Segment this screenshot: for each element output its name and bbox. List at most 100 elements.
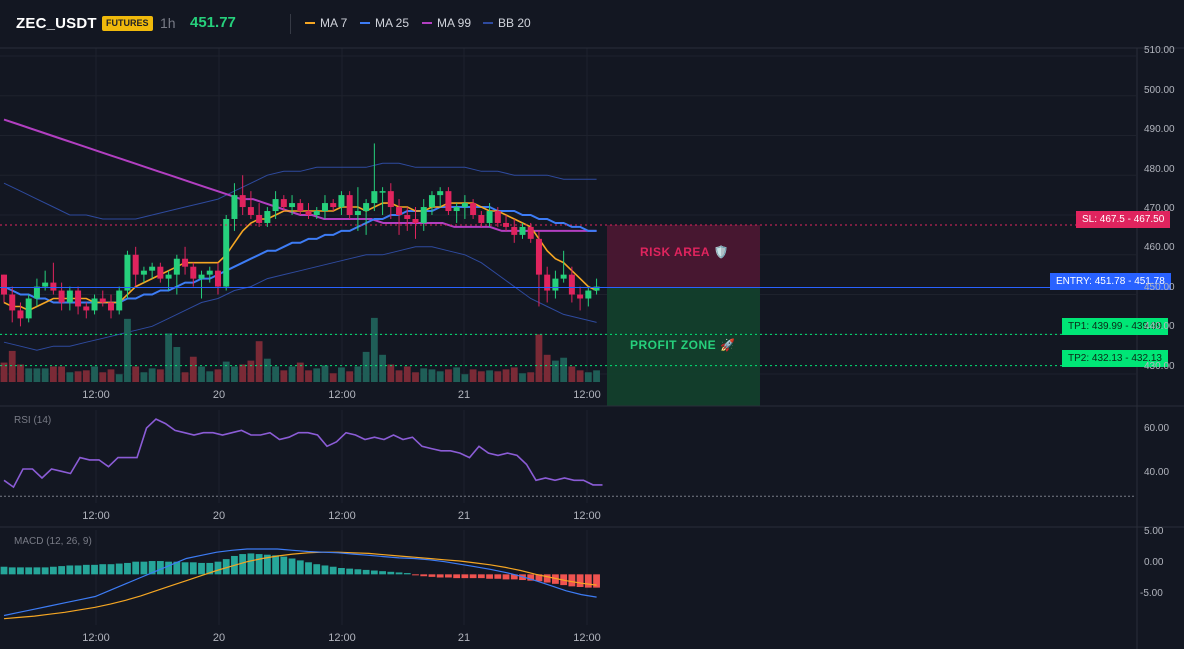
macd-hist-bar — [296, 560, 304, 575]
candle-body — [1, 274, 7, 295]
volume-bar — [181, 372, 189, 382]
candle-body — [124, 254, 131, 291]
volume-bar — [263, 358, 271, 382]
macd-hist-bar — [49, 566, 57, 575]
macd-hist-bar — [0, 566, 8, 575]
macd-hist-bar — [370, 570, 378, 575]
macd-tick: 5.00 — [1144, 526, 1164, 537]
macd-hist-bar — [412, 574, 419, 576]
macd-hist-bar — [82, 564, 90, 575]
volume-bar — [239, 364, 247, 382]
price-tick: 490.00 — [1144, 124, 1175, 135]
volume-bars — [0, 317, 600, 382]
candle-body — [264, 211, 271, 223]
volume-bar — [156, 369, 164, 382]
candle-body — [214, 270, 221, 287]
time-label: 12:00 — [82, 389, 110, 401]
volume-bar — [568, 366, 576, 382]
tp2-tag[interactable]: TP2: 432.13 - 432.13 — [1062, 350, 1168, 367]
volume-bar — [99, 372, 107, 382]
volume-bar — [247, 360, 255, 382]
macd-hist-bar — [255, 554, 263, 575]
legend-ma99-label: MA 99 — [437, 16, 472, 30]
legend-ma99[interactable]: MA 99 — [422, 16, 471, 30]
macd-hist-bar — [272, 555, 279, 575]
volume-bar — [255, 341, 263, 382]
macd-hist-bar — [502, 574, 510, 580]
volume-bar — [436, 371, 444, 382]
candle-body — [412, 218, 419, 223]
volume-bar — [231, 366, 238, 382]
candle-body — [182, 258, 189, 267]
candle-body — [321, 203, 328, 212]
candle-body — [535, 238, 542, 275]
candle-body — [478, 215, 485, 223]
tp1-tag[interactable]: TP1: 439.99 - 439.99 — [1062, 318, 1168, 335]
candle-body — [404, 215, 411, 219]
candle-body — [437, 191, 444, 196]
candle-body — [190, 266, 197, 279]
macd-hist-bar — [461, 574, 469, 579]
volume-bar — [510, 367, 518, 382]
legend-ma7[interactable]: MA 7 — [305, 16, 347, 30]
volume-bar — [379, 354, 386, 382]
volume-bar — [8, 350, 16, 382]
macd-hist-bar — [568, 574, 576, 587]
volume-bar — [140, 372, 148, 382]
macd-hist-bar — [181, 562, 189, 575]
candle-body — [486, 211, 493, 223]
candle-body — [42, 282, 49, 287]
panel-frame — [0, 47, 1184, 649]
candle-body — [363, 203, 370, 212]
legend-ma25[interactable]: MA 25 — [360, 16, 409, 30]
macd-hist-bar — [156, 561, 164, 575]
last-price: 451.77 — [190, 14, 236, 31]
price-tick: 450.00 — [1144, 282, 1175, 293]
macd-hist-bar — [148, 561, 156, 575]
sl-tag[interactable]: SL: 467.5 - 467.50 — [1076, 211, 1171, 228]
volume-bar — [17, 364, 24, 382]
volume-bar — [66, 372, 74, 382]
profit-zone-label: PROFIT ZONE 🚀 — [630, 338, 736, 352]
macd-hist-bar — [395, 572, 403, 575]
time-label: 12:00 — [573, 510, 601, 522]
candle-body — [223, 218, 230, 287]
macd-hist-bar — [214, 561, 222, 575]
candle-body — [297, 203, 304, 212]
volume-bar — [593, 370, 600, 382]
candle-body — [511, 226, 518, 235]
macd-hist-bar — [165, 561, 172, 575]
volume-bar — [584, 372, 592, 382]
volume-bar — [527, 372, 535, 382]
volume-bar — [107, 369, 115, 382]
entry-tag[interactable]: ENTRY: 451.78 - 451.78 — [1050, 273, 1171, 290]
timeframe-label[interactable]: 1h — [160, 15, 176, 31]
legend-ma25-label: MA 25 — [375, 16, 410, 30]
macd-hist-bar — [486, 574, 493, 579]
candle-body — [519, 226, 526, 235]
candle-body — [25, 298, 32, 319]
candle-body — [99, 298, 106, 303]
volume-bar — [519, 373, 526, 382]
time-label: 12:00 — [82, 510, 110, 522]
price-tick: 440.00 — [1144, 321, 1175, 332]
macd-hist-bar — [313, 564, 321, 575]
rsi-tick: 60.00 — [1144, 423, 1170, 434]
candle-body — [305, 211, 312, 215]
macd-hist-bar — [140, 561, 148, 575]
candle-body — [420, 207, 427, 223]
macd-hist-bar — [362, 569, 370, 575]
volume-bar — [296, 362, 304, 382]
volume-bar — [338, 367, 345, 382]
volume-bar — [272, 366, 279, 382]
symbol-name[interactable]: ZEC_USDT — [16, 15, 97, 32]
price-tick: 480.00 — [1144, 164, 1175, 175]
candle-body — [198, 274, 205, 279]
volume-bar — [74, 371, 82, 382]
macd-title: MACD (12, 26, 9) — [14, 536, 92, 547]
candle-body — [470, 203, 477, 215]
volume-bar — [115, 374, 123, 382]
volume-bar — [41, 368, 49, 382]
legend-bb20[interactable]: BB 20 — [483, 16, 531, 30]
